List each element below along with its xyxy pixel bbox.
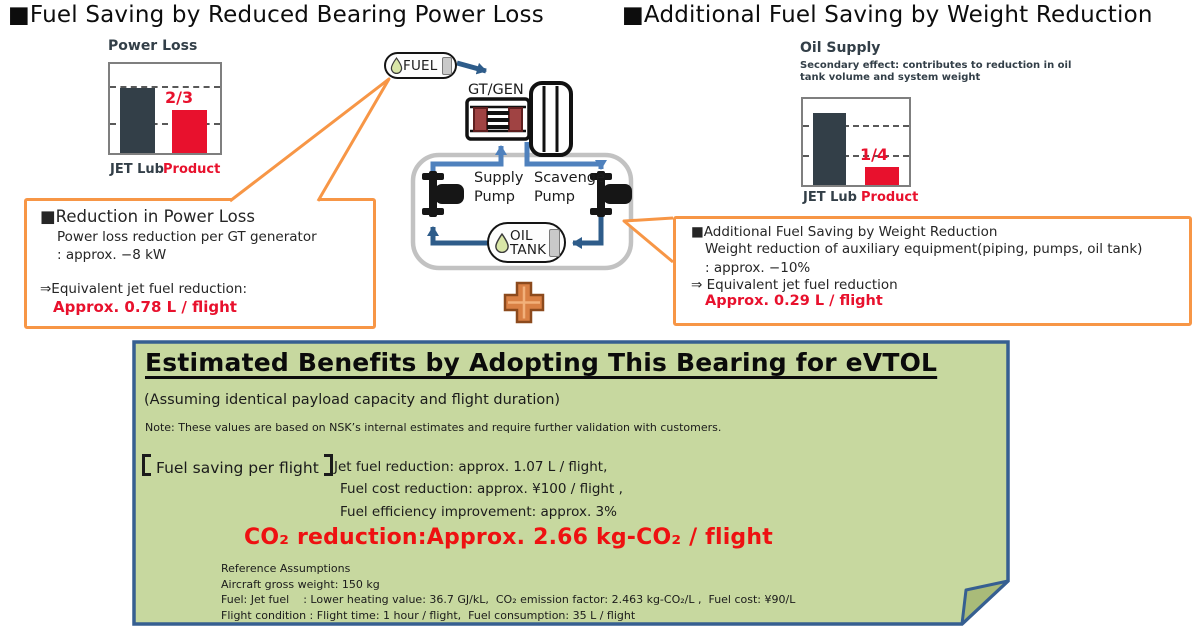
- reference-assumptions: Reference Assumptions Aircraft gross wei…: [221, 561, 795, 623]
- category-label-jet-lub: JET Lub: [803, 190, 857, 205]
- bracket-close: [323, 454, 333, 476]
- bearing-to-scavenge-pipe: [524, 142, 607, 170]
- bar-jet-lub: [120, 88, 155, 153]
- reference-line: Reference Assumptions: [221, 562, 351, 575]
- bar-product: [172, 109, 207, 153]
- benefits-title: Estimated Benefits by Adopting This Bear…: [145, 348, 938, 377]
- callout-weight-reduction: ■Additional Fuel Saving by Weight Reduct…: [673, 216, 1192, 326]
- category-label-product: Product: [163, 162, 221, 177]
- oil-tank: OIL TANK: [487, 222, 566, 263]
- header-right: ■Additional Fuel Saving by Weight Reduct…: [622, 2, 1153, 28]
- oil-supply-chart: 1/4: [801, 97, 911, 187]
- callout-power-loss: ■Reduction in Power Loss Power loss redu…: [24, 198, 376, 329]
- power-loss-chart-title: Power Loss: [108, 38, 198, 54]
- scavenge-pump-label: Scavenge Pump: [534, 170, 605, 205]
- bracket-open: [142, 454, 151, 476]
- gridline: [110, 122, 220, 125]
- bar-product: [865, 167, 899, 185]
- saving-line: Jet fuel reduction: approx. 1.07 L / fli…: [334, 459, 608, 475]
- plus-icon: [503, 281, 545, 324]
- callout-pointer-left: [229, 77, 391, 203]
- reference-line: Flight condition : Flight time: 1 hour /…: [221, 608, 636, 622]
- tank-to-supply-pipe: [427, 226, 488, 246]
- gridline: [803, 154, 909, 157]
- callout-heading: ■Additional Fuel Saving by Weight Reduct…: [691, 224, 998, 240]
- callout-heading: ■Reduction in Power Loss: [40, 207, 255, 226]
- supply-pump-icon: [422, 171, 464, 217]
- saving-line: Fuel cost reduction: approx. ¥100 / flig…: [340, 481, 623, 498]
- oil-tank-label: OIL TANK: [510, 227, 547, 258]
- page-curl: [960, 579, 1010, 626]
- category-label-jet-lub: JET Lub: [110, 162, 164, 177]
- fuel-feed-arrow: [456, 60, 487, 75]
- callout-arrow-line: ⇒ Equivalent jet fuel reduction: [691, 277, 898, 293]
- co2-reduction-line: CO₂ reduction:Approx. 2.66 kg-CO₂ / flig…: [244, 525, 773, 550]
- ratio-annotation: 2/3: [165, 88, 194, 107]
- gridline: [803, 125, 909, 128]
- scavenge-to-tank-pipe: [572, 214, 604, 249]
- fuel-tank-label: FUEL: [403, 57, 438, 74]
- fuel-droplet-icon: [390, 57, 403, 74]
- power-loss-chart: 2/3: [108, 62, 222, 155]
- callout-detail: : approx. −10%: [705, 259, 811, 276]
- ratio-annotation: 1/4: [860, 145, 889, 164]
- fuel-saving-label: Fuel saving per flight: [142, 454, 333, 477]
- reference-line: Aircraft gross weight: 150 kg: [221, 577, 380, 591]
- callout-detail: Weight reduction of auxiliary equipment(…: [705, 241, 1143, 257]
- oil-supply-chart-subtitle: Secondary effect: contributes to reducti…: [800, 60, 1072, 83]
- fuel-tank: FUEL: [384, 52, 457, 79]
- callout-arrow-line: ⇒Equivalent jet fuel reduction:: [40, 281, 247, 297]
- fuel-tank-cap: [442, 57, 452, 75]
- benefits-subtitle: (Assuming identical payload capacity and…: [144, 392, 561, 408]
- header-left: ■Fuel Saving by Reduced Bearing Power Lo…: [8, 2, 544, 28]
- supply-pump-label: Supply Pump: [474, 170, 524, 205]
- benefits-note: Note: These values are based on NSK’s in…: [145, 421, 722, 434]
- gridline: [110, 86, 220, 89]
- category-label-product: Product: [861, 190, 919, 205]
- oil-tank-cap: [549, 229, 560, 257]
- callout-detail: : approx. −8 kW: [57, 247, 167, 263]
- oil-droplet-icon: [495, 232, 509, 253]
- callout-pointer-right: [622, 216, 674, 264]
- saving-line: Fuel efficiency improvement: approx. 3%: [340, 503, 617, 520]
- bar-jet-lub: [813, 113, 846, 185]
- gt-gen-label: GT/GEN: [468, 82, 524, 98]
- fuel-saving-lines: Jet fuel reduction: approx. 1.07 L / fli…: [334, 456, 623, 523]
- callout-value: Approx. 0.78 L / flight: [53, 298, 237, 316]
- callout-detail: Power loss reduction per GT generator: [57, 229, 317, 245]
- reference-line: Fuel: Jet fuel : Lower heating value: 36…: [221, 593, 796, 607]
- callout-value: Approx. 0.29 L / flight: [705, 293, 883, 309]
- oil-supply-chart-title: Oil Supply: [800, 40, 881, 56]
